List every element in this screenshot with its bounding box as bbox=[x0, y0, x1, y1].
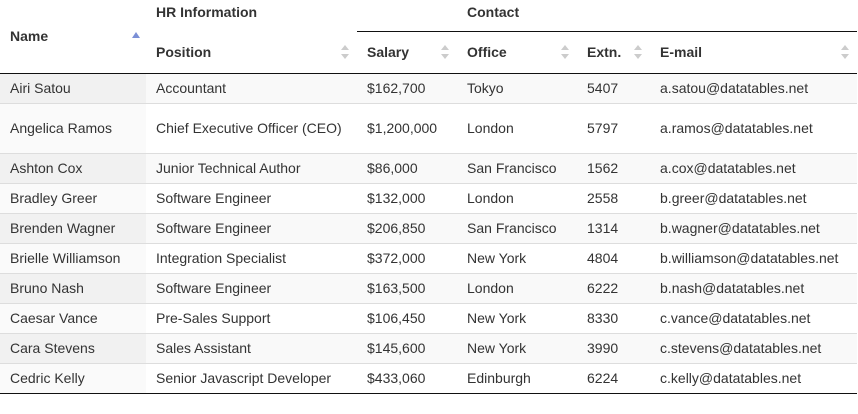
cell-email: a.satou@datatables.net bbox=[650, 72, 858, 103]
cell-office: Edinburgh bbox=[457, 362, 578, 394]
cell-email: b.nash@datatables.net bbox=[650, 272, 858, 303]
table-row: Caesar Vance Pre-Sales Support $106,450 … bbox=[0, 302, 858, 333]
sort-ascending-icon bbox=[132, 32, 140, 39]
table-row: Bradley Greer Software Engineer $132,000… bbox=[0, 182, 858, 213]
cell-position: Software Engineer bbox=[146, 272, 357, 303]
cell-extn: 3990 bbox=[577, 332, 651, 363]
cell-name: Angelica Ramos bbox=[0, 102, 146, 153]
cell-name: Ashton Cox bbox=[0, 152, 146, 183]
cell-salary: $372,000 bbox=[357, 242, 458, 273]
cell-position: Software Engineer bbox=[146, 212, 357, 243]
table-row: Brielle Williamson Integration Specialis… bbox=[0, 242, 858, 273]
cell-salary: $433,060 bbox=[357, 362, 458, 394]
table-row: Ashton Cox Junior Technical Author $86,0… bbox=[0, 152, 858, 183]
cell-extn: 6224 bbox=[577, 362, 651, 394]
cell-position: Accountant bbox=[146, 72, 357, 103]
group-header-hr-information: HR Information bbox=[146, 0, 457, 31]
cell-salary: $86,000 bbox=[357, 152, 458, 183]
group-header-contact-label: Contact bbox=[467, 4, 520, 20]
table-row: Bruno Nash Software Engineer $163,500 Lo… bbox=[0, 272, 858, 303]
cell-position: Chief Executive Officer (CEO) bbox=[146, 102, 357, 153]
cell-name: Bradley Greer bbox=[0, 182, 146, 213]
table-row: Brenden Wagner Software Engineer $206,85… bbox=[0, 212, 858, 243]
sort-arrows-icon bbox=[561, 44, 570, 60]
cell-salary: $145,600 bbox=[357, 332, 458, 363]
cell-name: Brenden Wagner bbox=[0, 212, 146, 243]
column-header-position-label: Position bbox=[156, 43, 212, 60]
column-header-name-label: Name bbox=[10, 28, 49, 45]
table-row: Angelica Ramos Chief Executive Officer (… bbox=[0, 102, 858, 153]
cell-position: Integration Specialist bbox=[146, 242, 357, 273]
column-header-office-label: Office bbox=[467, 44, 507, 60]
table-body: Airi Satou Accountant $162,700 Tokyo 540… bbox=[0, 72, 858, 394]
cell-name: Bruno Nash bbox=[0, 272, 146, 303]
cell-salary: $206,850 bbox=[357, 212, 458, 243]
cell-position: Sales Assistant bbox=[146, 332, 357, 363]
group-header-contact: Contact bbox=[457, 0, 857, 31]
cell-office: London bbox=[457, 182, 578, 213]
cell-office: San Francisco bbox=[457, 212, 578, 243]
cell-extn: 1314 bbox=[577, 212, 651, 243]
cell-office: New York bbox=[457, 242, 578, 273]
cell-name: Brielle Williamson bbox=[0, 242, 146, 273]
column-header-salary-label: Salary bbox=[367, 44, 410, 60]
cell-name: Airi Satou bbox=[0, 72, 146, 103]
cell-salary: $106,450 bbox=[357, 302, 458, 333]
cell-extn: 2558 bbox=[577, 182, 651, 213]
table-row: Airi Satou Accountant $162,700 Tokyo 540… bbox=[0, 72, 858, 103]
cell-extn: 4804 bbox=[577, 242, 651, 273]
cell-email: c.kelly@datatables.net bbox=[650, 362, 858, 394]
table-row: Cara Stevens Sales Assistant $145,600 Ne… bbox=[0, 332, 858, 363]
cell-extn: 5797 bbox=[577, 102, 651, 153]
cell-office: New York bbox=[457, 332, 578, 363]
column-header-salary[interactable]: Salary bbox=[357, 30, 458, 74]
cell-salary: $163,500 bbox=[357, 272, 458, 303]
employee-table-container: Name HR Information Contact Position Sal… bbox=[0, 0, 858, 394]
column-header-name[interactable]: Name bbox=[0, 0, 146, 74]
sort-arrows-icon bbox=[441, 44, 450, 60]
header-group-row: Name HR Information Contact bbox=[0, 0, 857, 74]
column-header-extn[interactable]: Extn. bbox=[577, 30, 651, 74]
cell-position: Senior Javascript Developer bbox=[146, 362, 357, 394]
column-header-extn-label: Extn. bbox=[587, 44, 622, 60]
column-header-position[interactable]: Position bbox=[146, 31, 357, 74]
cell-office: New York bbox=[457, 302, 578, 333]
cell-extn: 1562 bbox=[577, 152, 651, 183]
cell-email: b.greer@datatables.net bbox=[650, 182, 858, 213]
cell-office: London bbox=[457, 102, 578, 153]
cell-name: Cedric Kelly bbox=[0, 362, 146, 394]
cell-position: Pre-Sales Support bbox=[146, 302, 357, 333]
cell-email: c.vance@datatables.net bbox=[650, 302, 858, 333]
cell-extn: 8330 bbox=[577, 302, 651, 333]
cell-position: Software Engineer bbox=[146, 182, 357, 213]
cell-email: b.wagner@datatables.net bbox=[650, 212, 858, 243]
cell-email: a.ramos@datatables.net bbox=[650, 102, 858, 153]
column-header-email[interactable]: E-mail bbox=[650, 30, 858, 74]
sort-arrows-icon bbox=[341, 44, 349, 60]
table-row: Cedric Kelly Senior Javascript Developer… bbox=[0, 362, 858, 394]
cell-position: Junior Technical Author bbox=[146, 152, 357, 183]
cell-salary: $1,200,000 bbox=[357, 102, 458, 153]
cell-name: Caesar Vance bbox=[0, 302, 146, 333]
cell-office: London bbox=[457, 272, 578, 303]
table-header: Name HR Information Contact Position Sal… bbox=[0, 0, 858, 74]
cell-email: a.cox@datatables.net bbox=[650, 152, 858, 183]
cell-extn: 5407 bbox=[577, 72, 651, 103]
cell-email: c.stevens@datatables.net bbox=[650, 332, 858, 363]
cell-office: San Francisco bbox=[457, 152, 578, 183]
header-column-row: Position Salary Office Extn. E-mail bbox=[0, 30, 858, 74]
cell-salary: $132,000 bbox=[357, 182, 458, 213]
employee-table: Name HR Information Contact Position Sal… bbox=[0, 0, 858, 394]
cell-salary: $162,700 bbox=[357, 72, 458, 103]
sort-arrows-icon bbox=[841, 44, 850, 60]
sort-arrows-icon bbox=[634, 44, 643, 60]
cell-email: b.williamson@datatables.net bbox=[650, 242, 858, 273]
group-header-hr-label: HR Information bbox=[156, 4, 258, 20]
column-header-office[interactable]: Office bbox=[457, 30, 578, 74]
cell-name: Cara Stevens bbox=[0, 332, 146, 363]
cell-extn: 6222 bbox=[577, 272, 651, 303]
cell-office: Tokyo bbox=[457, 72, 578, 103]
column-header-email-label: E-mail bbox=[660, 44, 703, 60]
